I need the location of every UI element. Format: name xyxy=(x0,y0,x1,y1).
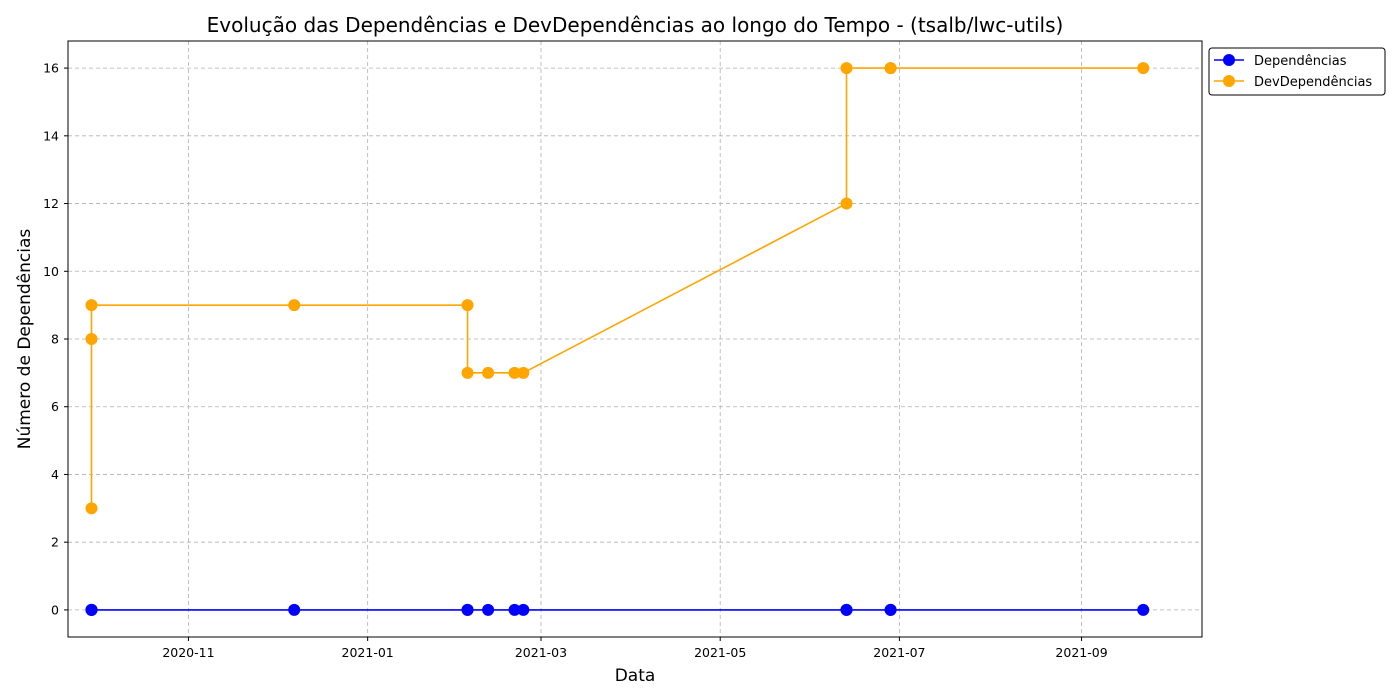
legend-label-devdependencias: DevDependências xyxy=(1254,75,1372,90)
data-point-devdependencias xyxy=(461,366,474,379)
x-tick-label: 2021-03 xyxy=(515,645,567,660)
data-point-dependencias xyxy=(884,603,897,616)
data-point-devdependencias xyxy=(461,299,474,312)
legend: Dependências DevDependências xyxy=(1208,47,1386,96)
y-tick-label: 2 xyxy=(51,535,59,550)
data-point-dependencias xyxy=(288,603,301,616)
y-tick-label: 8 xyxy=(51,332,59,347)
data-point-dependencias xyxy=(482,603,495,616)
data-point-devdependencias xyxy=(85,333,98,345)
data-point-devdependencias xyxy=(85,502,98,515)
y-tick-label: 14 xyxy=(43,128,59,143)
data-point-dependencias xyxy=(85,603,98,616)
data-point-devdependencias xyxy=(840,197,853,210)
data-point-dependencias xyxy=(840,603,853,616)
y-tick-label: 10 xyxy=(43,264,59,279)
data-point-dependencias xyxy=(1137,603,1150,616)
plot-frame xyxy=(67,40,1203,638)
y-tick-label: 4 xyxy=(51,467,59,482)
y-tick-label: 0 xyxy=(51,602,59,617)
legend-marker-devdependencias xyxy=(1223,75,1235,87)
data-point-devdependencias xyxy=(517,366,530,379)
data-point-devdependencias xyxy=(840,62,853,75)
x-tick-label: 2021-07 xyxy=(873,645,925,660)
data-point-devdependencias xyxy=(884,62,897,75)
y-tick-label: 6 xyxy=(51,399,59,414)
chart-title: Evolução das Dependências e DevDependênc… xyxy=(207,13,1064,37)
data-point-dependencias xyxy=(461,603,474,616)
legend-marker-dependencias xyxy=(1223,54,1235,66)
legend-label-dependencias: Dependências xyxy=(1254,54,1347,69)
data-point-devdependencias xyxy=(288,299,301,312)
x-tick-label: 2021-05 xyxy=(694,645,746,660)
y-tick-label: 16 xyxy=(43,61,59,76)
data-point-devdependencias xyxy=(85,299,98,312)
x-tick-label: 2021-01 xyxy=(342,645,394,660)
y-axis-label: Número de Dependências xyxy=(15,229,35,450)
legend-frame xyxy=(1208,47,1386,96)
data-point-dependencias xyxy=(517,603,530,616)
x-tick-label: 2020-11 xyxy=(162,645,214,660)
data-point-dependencias xyxy=(508,603,521,616)
x-tick-label: 2021-09 xyxy=(1055,645,1107,660)
tick-layer: 2020-11 2021-01 2021-03 2021-05 2021-07 2021-… xyxy=(43,61,1108,660)
data-point-devdependencias xyxy=(1137,62,1150,75)
series-layer xyxy=(85,62,1150,616)
data-point-devdependencias xyxy=(482,366,495,379)
x-axis-label: Data xyxy=(615,666,656,686)
data-point-devdependencias xyxy=(508,366,521,379)
y-tick-label: 12 xyxy=(43,196,59,211)
